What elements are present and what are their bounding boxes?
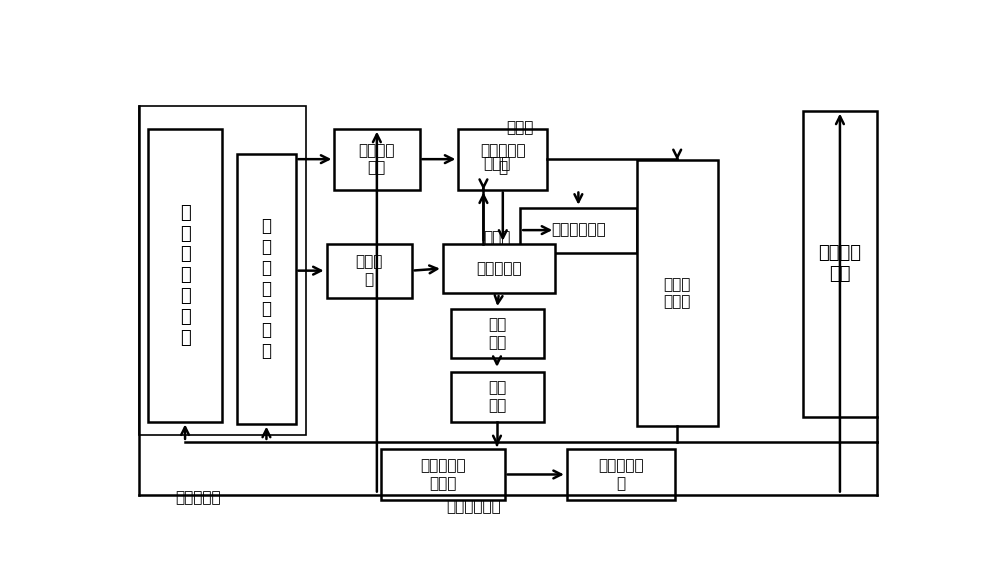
Bar: [139, 106, 306, 435]
Text: 负载调
节电路: 负载调 节电路: [664, 277, 691, 309]
Text: 电流采集电
路: 电流采集电 路: [480, 143, 526, 176]
Bar: [567, 449, 675, 500]
Bar: [520, 208, 637, 253]
Bar: [334, 129, 420, 190]
Text: 星上用电
设备: 星上用电 设备: [818, 245, 861, 283]
Bar: [637, 160, 718, 426]
Text: 开关切换
电路: 开关切换 电路: [359, 143, 395, 176]
Text: 星上信息处
理单元: 星上信息处 理单元: [420, 458, 466, 491]
Bar: [803, 111, 877, 417]
Bar: [148, 129, 222, 422]
Text: 第
二
太
阳
电
池
阵: 第 二 太 阳 电 池 阵: [261, 217, 271, 360]
Bar: [443, 243, 555, 293]
Text: 测温电
路: 测温电 路: [355, 254, 383, 287]
Bar: [458, 129, 547, 190]
Bar: [381, 449, 505, 500]
Bar: [450, 372, 544, 422]
Text: 星地通信单
元: 星地通信单 元: [598, 458, 644, 491]
Text: 通信
模块: 通信 模块: [488, 381, 506, 413]
Text: 遥测包: 遥测包: [483, 230, 511, 245]
Text: 太阳电池阵: 太阳电池阵: [175, 490, 221, 505]
Text: 第
一
太
阳
电
池
阵: 第 一 太 阳 电 池 阵: [180, 204, 190, 346]
Text: 微处
理器: 微处 理器: [488, 318, 506, 350]
Bar: [450, 309, 544, 359]
Bar: [326, 243, 412, 298]
Text: 模数转换器: 模数转换器: [476, 261, 522, 276]
Text: 一次电源母线: 一次电源母线: [447, 500, 501, 515]
Text: 遥测包: 遥测包: [507, 121, 534, 135]
Text: 电压采集电路: 电压采集电路: [551, 223, 606, 238]
Bar: [237, 153, 296, 424]
Text: 遥测包: 遥测包: [483, 156, 511, 171]
